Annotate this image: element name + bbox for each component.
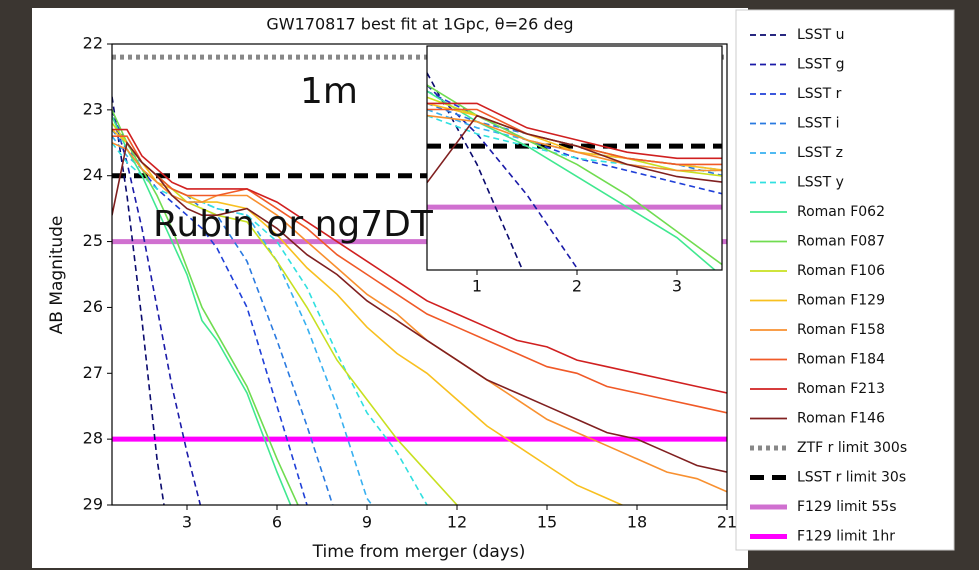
lines (427, 72, 722, 270)
y-tick-label: 29 (83, 495, 103, 514)
legend-label: LSST r (797, 86, 842, 102)
series-line (112, 135, 727, 414)
legend-label: Roman F062 (797, 204, 885, 220)
x-axis-label: Time from merger (days) (312, 542, 526, 562)
legend-label: LSST z (797, 145, 843, 161)
chart-title: GW170817 best fit at 1Gpc, θ=26 deg (266, 15, 573, 34)
legend-label: LSST r limit 30s (797, 470, 906, 486)
series-line (112, 109, 202, 505)
x-tick-label: 3 (672, 277, 682, 296)
series-line (112, 140, 727, 473)
y-tick-label: 28 (83, 429, 103, 448)
annotation: 1m (300, 71, 358, 112)
legend-label: LSST g (797, 57, 844, 73)
x-tick-label: 1 (472, 277, 482, 296)
legend-label: Roman F087 (797, 234, 885, 250)
legend-label: Roman F146 (797, 411, 885, 427)
legend: LSST u LSST g LSST r LSST i LSST z LSST y Roma… (750, 27, 907, 545)
series-line (112, 109, 299, 505)
series-line (112, 128, 624, 505)
inset-plot: 1 2 3 (426, 45, 723, 296)
series-line (112, 116, 292, 505)
plot-frame (426, 45, 723, 271)
series-line (427, 90, 717, 270)
series-line (427, 108, 722, 166)
series-line (427, 102, 722, 160)
legend-label: Roman F184 (797, 352, 885, 368)
y-tick-label: 25 (83, 231, 103, 250)
legend-label: Roman F213 (797, 381, 885, 397)
x-tick-label: 2 (572, 277, 582, 296)
y-tick-label: 27 (83, 363, 103, 382)
y-tick-label: 23 (83, 99, 103, 118)
legend-label: Roman F158 (797, 322, 885, 338)
x-tick-label: 9 (362, 513, 372, 532)
legend-label: LSST i (797, 116, 839, 132)
legend-label: Roman F106 (797, 263, 885, 279)
legend-label: LSST u (797, 27, 844, 43)
series-line (112, 128, 727, 394)
annotation: Rubin or ng7DT (153, 204, 434, 245)
series-line (427, 84, 722, 266)
legend-label: F129 limit 55s (797, 499, 897, 515)
plot-frame (111, 43, 728, 506)
y-tick-label: 24 (83, 165, 103, 184)
x-tick-label: 12 (447, 513, 467, 532)
series-line (427, 84, 580, 270)
y-tick-label: 22 (83, 34, 103, 53)
y-axis-label: AB Magnitude (47, 216, 67, 335)
x-tick-label: 3 (182, 513, 192, 532)
x-tick-label: 21 (717, 513, 737, 532)
x-tick-label: 15 (537, 513, 557, 532)
legend-label: ZTF r limit 300s (797, 440, 907, 456)
x-tick-label: 6 (272, 513, 282, 532)
legend-label: Roman F129 (797, 293, 885, 309)
y-tick-label: 26 (83, 297, 103, 316)
x-tick-label: 18 (627, 513, 647, 532)
legend-label: LSST y (797, 175, 844, 191)
legend-label: F129 limit 1hr (797, 529, 895, 545)
series-line (427, 114, 722, 184)
series-line (427, 102, 722, 171)
legend-panel (735, 9, 955, 551)
series-line (112, 96, 165, 505)
